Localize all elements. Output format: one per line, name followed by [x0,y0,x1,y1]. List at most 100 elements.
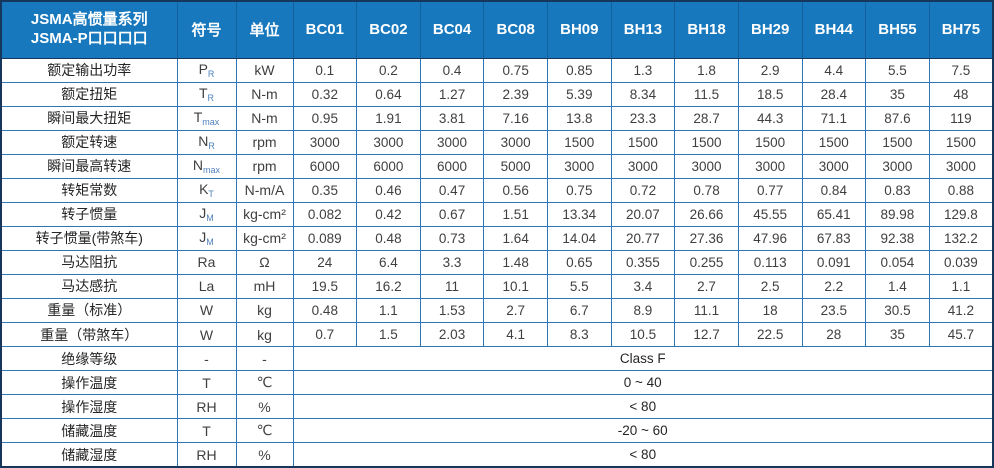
value-cell: 14.04 [547,225,612,251]
value-cell: 1500 [737,129,803,155]
value-cell: 23.3 [610,105,676,131]
column-header-model: BH29 [737,0,803,59]
value-cell: 26.66 [674,201,739,227]
value-cell: 1.48 [483,249,548,275]
row-label: 瞬间最大扭矩 [0,105,178,131]
value-cell: 0.255 [674,249,739,275]
spec-table-body: 额定输出功率 PR kW 0.1 0.2 0.4 0.75 0.85 1.3 1.8 2.9 4.4 5… [0,57,994,468]
value-cell: 0.72 [610,177,676,203]
column-header-model: BC08 [483,0,548,59]
symbol-subscript: T [208,189,214,200]
symbol-main: J [199,229,207,246]
table-row: 瞬间最大扭矩 Tmax N-m 0.95 1.91 3.81 7.16 13.8 23.3 28.… [0,105,994,131]
value-cell: 10.1 [483,273,548,299]
value-cell: 27.36 [674,225,739,251]
row-label: 重量（标准） [0,297,178,324]
row-unit: N-m/A [235,177,294,203]
column-header-model: BH18 [674,0,739,59]
row-symbol: PR [176,57,237,83]
value-cell: 23.5 [801,297,867,324]
value-cell: 2.7 [483,297,548,324]
row-label: 操作湿度 [0,394,178,420]
value-cell: 87.6 [865,105,930,131]
value-cell: 0.039 [928,249,994,275]
row-label: 额定转速 [0,129,178,155]
value-cell: 0.091 [801,249,867,275]
symbol-main: N [198,133,209,150]
row-label: 转子惯量(带煞车) [0,225,178,251]
table-row: 马达阻抗 Ra Ω 24 6.4 3.3 1.48 0.65 0.355 0.255 0.113 0.… [0,249,994,275]
symbol-main: W [199,326,214,343]
value-cell: 47.96 [737,225,803,251]
value-cell: 35 [865,81,930,107]
value-cell: 3000 [356,129,421,155]
row-symbol: NR [176,129,237,155]
row-symbol: T [176,418,237,444]
value-cell: 2.39 [483,81,548,107]
value-cell: 7.5 [928,57,994,83]
value-cell: 0.42 [356,201,421,227]
row-unit: kW [235,57,294,83]
row-label: 操作温度 [0,370,178,396]
row-symbol: JM [176,225,237,251]
value-cell: 8.34 [610,81,676,107]
symbol-main: T [193,109,203,126]
value-cell: 6000 [292,153,358,179]
row-unit: rpm [235,153,294,179]
value-cell: 1.3 [610,57,676,83]
row-label: 转矩常数 [0,177,178,203]
value-cell: 4.1 [483,322,548,348]
value-cell: 132.2 [928,225,994,251]
value-cell: 4.4 [801,57,867,83]
row-symbol: Nmax [176,153,237,179]
value-cell: 13.34 [547,201,612,227]
value-cell: 28.7 [674,105,739,131]
value-cell: 20.07 [610,201,676,227]
value-cell: 0.48 [356,225,421,251]
value-cell: 30.5 [865,297,930,324]
value-cell: 1500 [547,129,612,155]
value-cell: 0.78 [674,177,739,203]
value-cell: 0.089 [292,225,358,251]
table-row: 额定输出功率 PR kW 0.1 0.2 0.4 0.75 0.85 1.3 1.8 2.9 4.4 5… [0,57,994,83]
value-cell: 0.84 [801,177,867,203]
value-cell: 0.4 [419,57,485,83]
value-cell: 45.55 [737,201,803,227]
value-cell: 5.5 [865,57,930,83]
value-cell: 1.51 [483,201,548,227]
value-cell: 0.85 [547,57,612,83]
series-title: JSMA高惯量系列 JSMA-P口口口口 [0,0,178,59]
value-cell: 44.3 [737,105,803,131]
symbol-subscript: max [203,165,221,176]
value-cell: 1.8 [674,57,739,83]
table-row: 额定转速 NR rpm 3000 3000 3000 3000 1500 1500 1500 150… [0,129,994,155]
row-unit: N-m [235,81,294,107]
value-cell: 1.4 [865,273,930,299]
value-cell: 0.56 [483,177,548,203]
value-cell: 92.38 [865,225,930,251]
row-symbol: TR [176,81,237,107]
row-unit: N-m [235,105,294,131]
column-header-model: BH75 [928,0,994,59]
value-cell: 3.4 [610,273,676,299]
value-cell: 129.8 [928,201,994,227]
symbol-main: RH [196,446,217,463]
row-label: 重量（带煞车） [0,322,178,348]
value-cell: 0.113 [737,249,803,275]
value-cell: 0.75 [483,57,548,83]
symbol-subscript: R [208,141,215,152]
value-cell: 3000 [610,153,676,179]
value-cell: 41.2 [928,297,994,324]
value-cell: 13.8 [547,105,612,131]
value-cell: 67.83 [801,225,867,251]
value-cell: 1500 [865,129,930,155]
span-value-cell: < 80 [292,442,994,468]
row-unit: rpm [235,129,294,155]
row-symbol: W [176,297,237,324]
value-cell: 11.1 [674,297,739,324]
symbol-subscript: M [206,213,214,224]
table-row: 额定扭矩 TR N-m 0.32 0.64 1.27 2.39 5.39 8.34 11.5 18.… [0,81,994,107]
symbol-subscript: M [206,237,214,248]
symbol-main: P [198,61,208,78]
